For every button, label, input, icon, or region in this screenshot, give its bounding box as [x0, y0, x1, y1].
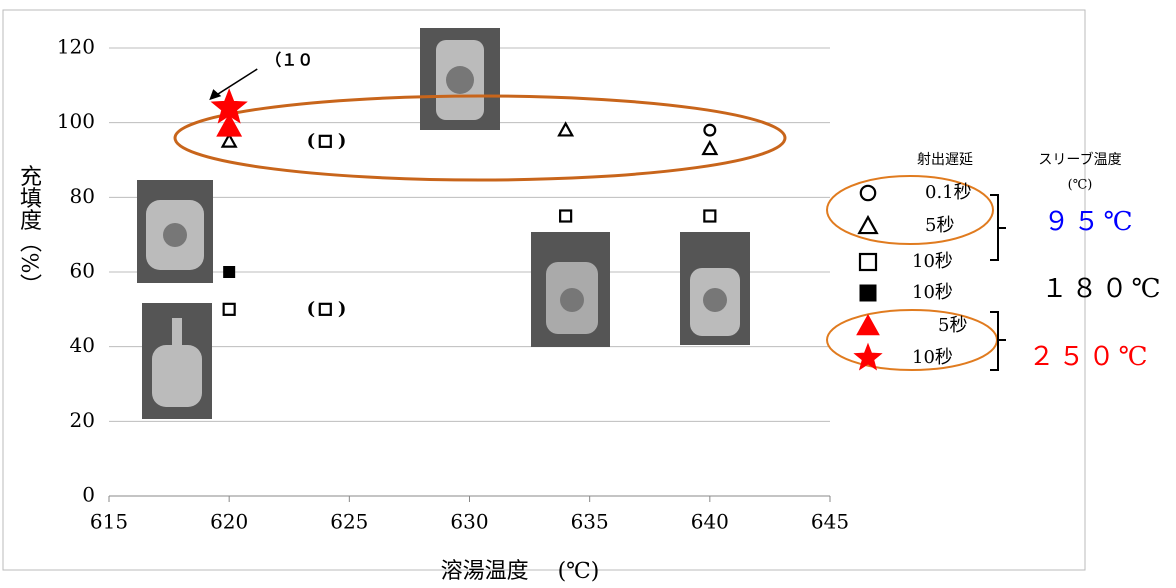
legend-label: 10秒	[912, 282, 953, 303]
annotation: )	[338, 130, 347, 151]
annotation: （１０	[265, 51, 313, 70]
legend-label: 5秒	[925, 215, 954, 236]
photo	[142, 303, 212, 419]
x-tick-label: 645	[811, 510, 849, 534]
x-tick-label: 620	[210, 510, 248, 534]
legend-label: 10秒	[912, 251, 953, 272]
y-tick-label: 100	[57, 109, 95, 133]
x-tick-label: 640	[691, 510, 729, 534]
y-tick-label: 0	[82, 483, 95, 507]
legend-group-label: ９５℃	[1043, 207, 1136, 237]
legend-group-label: １８０℃	[1041, 274, 1164, 304]
photo	[420, 28, 500, 130]
x-tick-label: 630	[450, 510, 488, 534]
annotation: (	[307, 298, 316, 319]
photo	[531, 232, 610, 347]
y-tick-label: 60	[70, 259, 95, 283]
y-tick-label: 20	[70, 408, 95, 432]
legend-header: スリーブ温度	[1038, 151, 1121, 168]
annotation: (	[307, 130, 316, 151]
legend-marker	[860, 285, 876, 301]
legend-label: 10秒	[912, 347, 953, 368]
photo	[680, 232, 750, 345]
legend-label: 5秒	[938, 315, 967, 336]
y-tick-label: 40	[70, 333, 95, 357]
legend-group-label: ２５０℃	[1028, 342, 1151, 372]
legend-header: (℃)	[1068, 178, 1093, 193]
x-axis-title: 溶湯温度 (℃)	[441, 559, 600, 584]
x-tick-label: 635	[571, 510, 609, 534]
y-tick-label: 120	[57, 35, 95, 59]
annotation: )	[338, 298, 347, 319]
y-tick-label: 80	[70, 184, 95, 208]
legend-header: 射出遅延	[917, 152, 973, 168]
x-tick-label: 625	[330, 510, 368, 534]
legend-label: 0.1秒	[925, 182, 972, 203]
y-axis-title: 充填度（%）	[16, 165, 42, 296]
chart: 0 20 40 60 80 100 120 615 620 625 630 635 640 645 溶湯温…	[0, 0, 1176, 588]
x-tick-label: 615	[90, 510, 128, 534]
data-point	[224, 267, 235, 278]
photo	[137, 180, 213, 283]
